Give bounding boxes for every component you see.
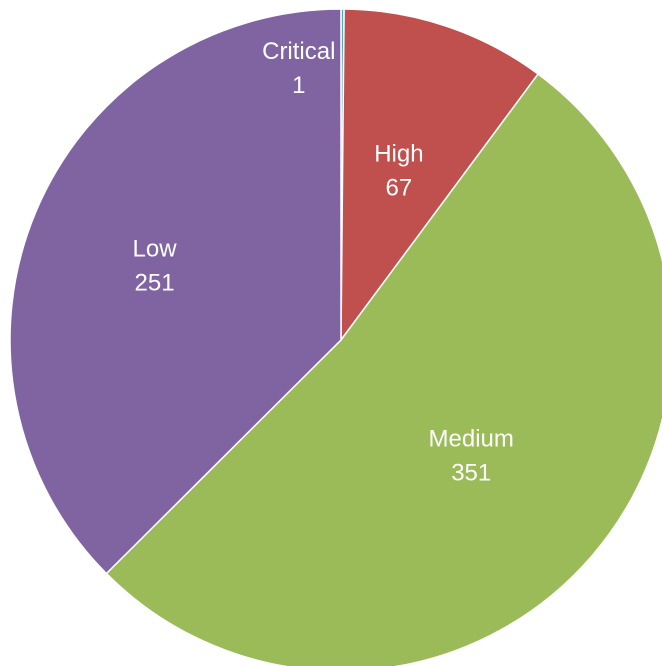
data-label-value-low: 251 — [135, 270, 175, 297]
data-label-category-critical: Critical — [262, 38, 335, 65]
pie-slices — [9, 8, 662, 666]
data-label-value-high: 67 — [386, 174, 413, 201]
data-label-category-high: High — [374, 140, 423, 167]
pie-slice-low — [9, 8, 342, 575]
data-label-value-critical: 1 — [292, 72, 305, 99]
pie-slice-high — [340, 8, 540, 343]
data-label-value-medium: 351 — [451, 460, 491, 487]
pie-data-labels: Critical 1 High 67 Medium 351 Low 251 — [133, 38, 514, 486]
data-label-category-medium: Medium — [429, 426, 514, 453]
pie-slice-medium — [105, 73, 662, 666]
data-label-category-low: Low — [133, 236, 178, 263]
